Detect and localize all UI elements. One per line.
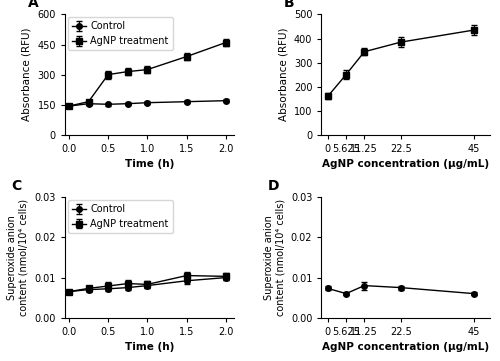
Legend: Control, AgNP treatment: Control, AgNP treatment xyxy=(68,200,172,233)
X-axis label: AgNP concentration (µg/mL): AgNP concentration (µg/mL) xyxy=(322,159,489,169)
Text: D: D xyxy=(268,179,279,192)
X-axis label: AgNP concentration (µg/mL): AgNP concentration (µg/mL) xyxy=(322,342,489,352)
Text: A: A xyxy=(28,0,38,10)
X-axis label: Time (h): Time (h) xyxy=(124,159,174,169)
Y-axis label: Absorbance (RFU): Absorbance (RFU) xyxy=(22,28,32,121)
Text: C: C xyxy=(11,179,22,192)
X-axis label: Time (h): Time (h) xyxy=(124,342,174,352)
Y-axis label: Absorbance (RFU): Absorbance (RFU) xyxy=(278,28,288,121)
Y-axis label: Superoxide anion
content (nmol/10⁴ cells): Superoxide anion content (nmol/10⁴ cells… xyxy=(264,199,285,316)
Legend: Control, AgNP treatment: Control, AgNP treatment xyxy=(68,17,172,50)
Text: B: B xyxy=(284,0,295,10)
Y-axis label: Superoxide anion
content (nmol/10⁴ cells): Superoxide anion content (nmol/10⁴ cells… xyxy=(8,199,29,316)
